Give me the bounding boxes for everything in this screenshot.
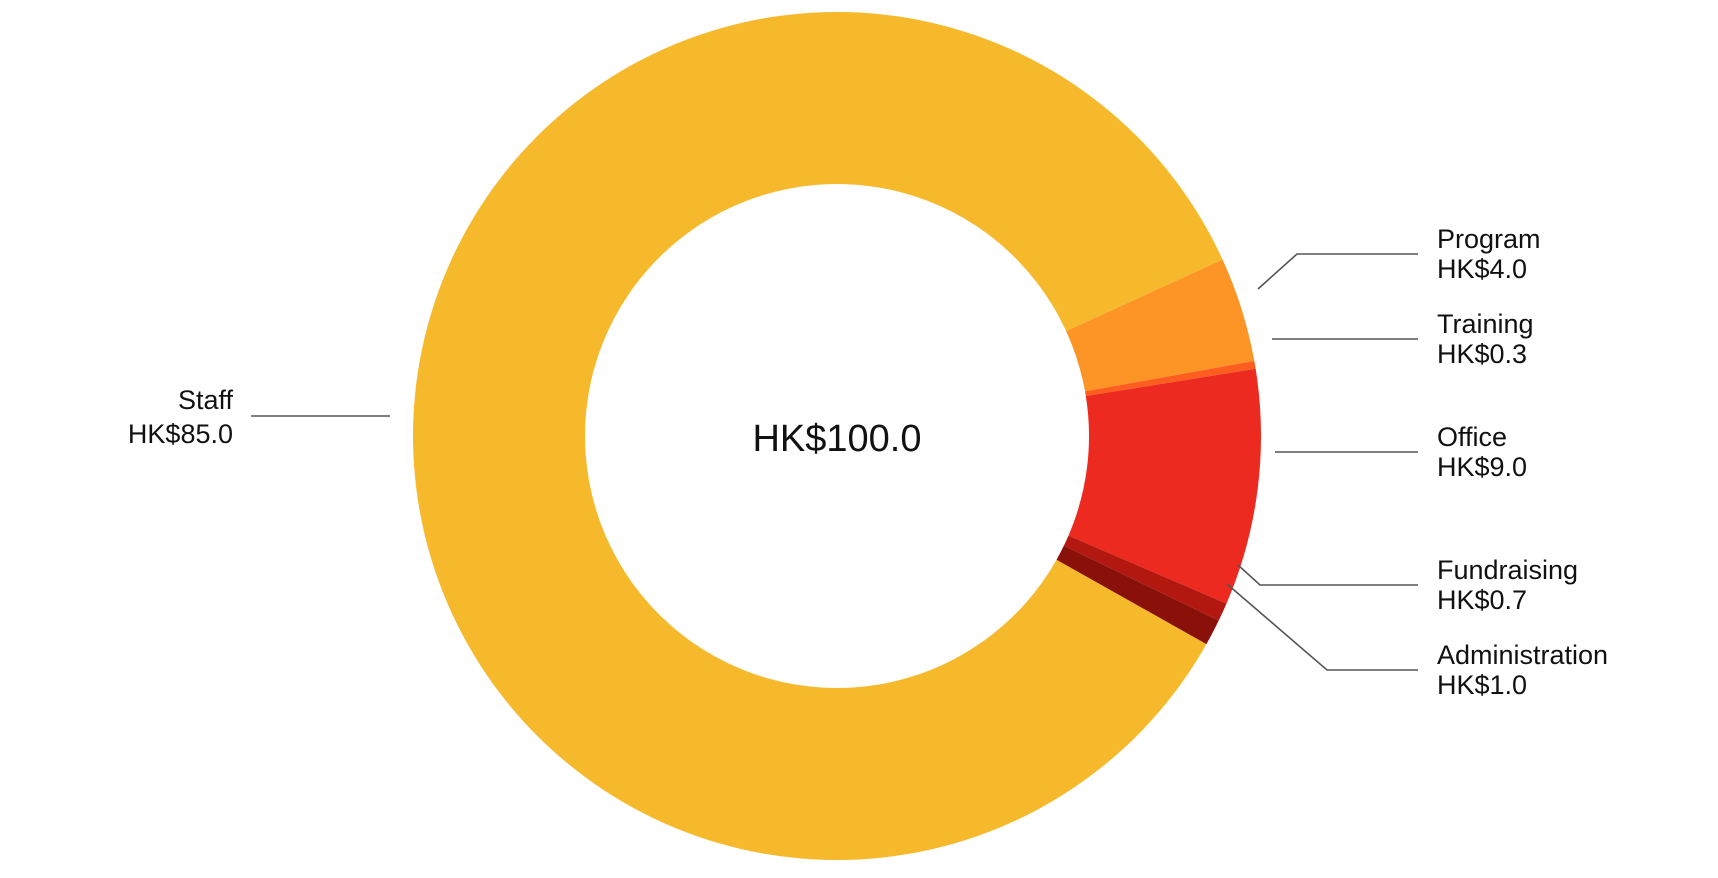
slices bbox=[412, 12, 1261, 861]
label-staff-name: Staff bbox=[178, 385, 234, 415]
label-fundraising-value: HK$0.7 bbox=[1437, 585, 1527, 615]
label-program-name: Program bbox=[1437, 224, 1541, 254]
label-staff-value: HK$85.0 bbox=[128, 419, 233, 449]
slice-fundraising bbox=[1063, 535, 1227, 621]
label-office-value: HK$9.0 bbox=[1437, 452, 1527, 482]
label-program-value: HK$4.0 bbox=[1437, 254, 1527, 284]
label-fundraising-name: Fundraising bbox=[1437, 555, 1578, 585]
slice-program bbox=[1066, 259, 1255, 392]
slice-office bbox=[1068, 368, 1261, 604]
slice-staff bbox=[412, 12, 1223, 861]
center-total-label: HK$100.0 bbox=[752, 418, 921, 460]
label-administration-name: Administration bbox=[1437, 640, 1608, 670]
label-training-value: HK$0.3 bbox=[1437, 339, 1527, 369]
slice-training bbox=[1085, 360, 1256, 397]
label-administration-value: HK$1.0 bbox=[1437, 670, 1527, 700]
label-office-name: Office bbox=[1437, 422, 1507, 452]
label-training-name: Training bbox=[1437, 309, 1534, 339]
leader-line-program bbox=[1257, 253, 1418, 290]
leader-line-fundraising bbox=[1237, 564, 1418, 586]
slice-administration bbox=[1056, 545, 1219, 645]
leader-line-administration bbox=[1226, 583, 1418, 671]
